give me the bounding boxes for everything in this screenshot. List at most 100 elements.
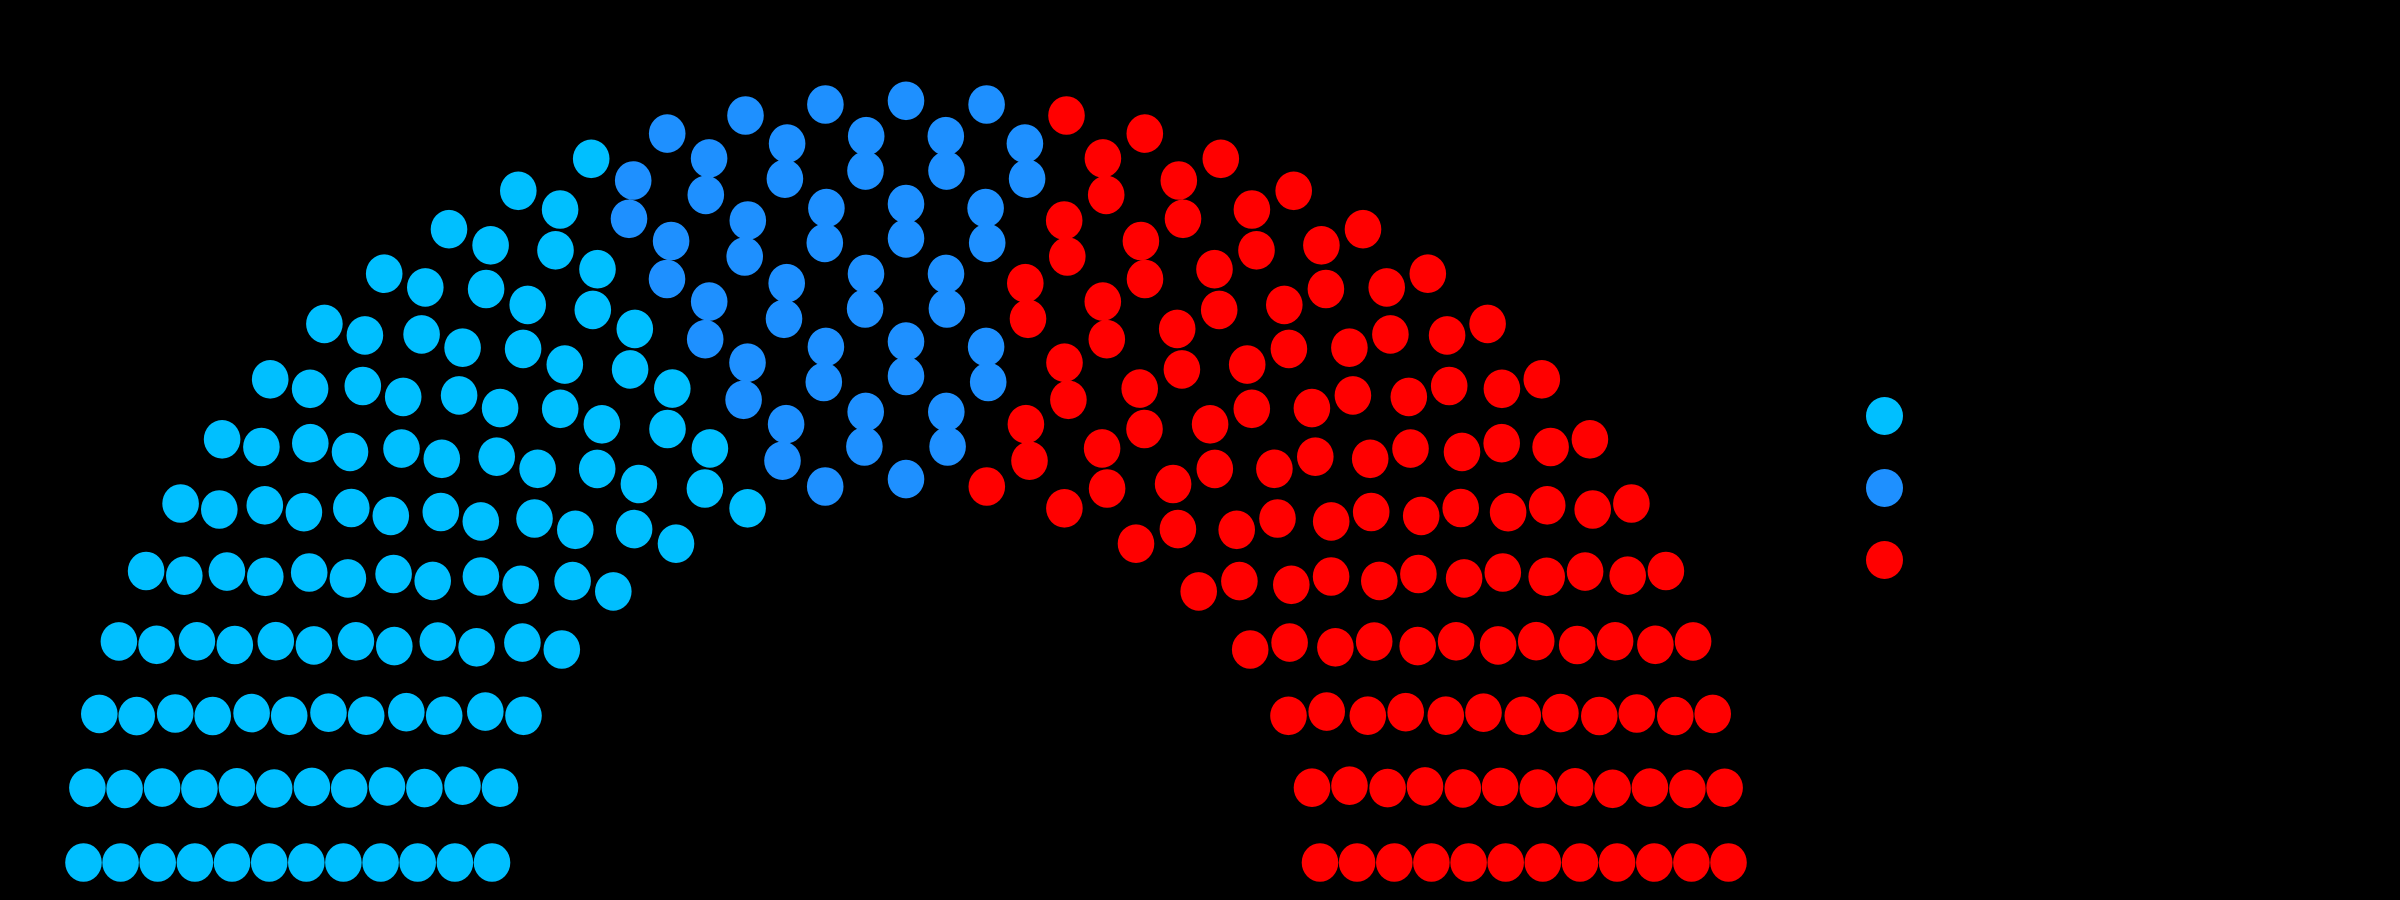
seat-dot: [462, 502, 500, 541]
seat-dot: [118, 696, 155, 736]
seat-dot: [725, 380, 762, 420]
seat-dot: [1256, 449, 1293, 489]
seat-dot: [1163, 350, 1201, 389]
seat-dot: [1406, 767, 1444, 806]
seat-dot: [1609, 556, 1646, 595]
seat-dot: [1637, 625, 1674, 665]
seat-dot: [1126, 114, 1164, 153]
seat-dot: [1083, 429, 1121, 468]
seat-dot: [423, 439, 461, 479]
seat-dot: [1556, 768, 1594, 807]
seat-dot: [968, 467, 1006, 506]
seat-dot: [805, 362, 843, 402]
seat-dot: [1519, 769, 1557, 808]
seat-dot: [201, 490, 238, 529]
seat-dot: [516, 499, 553, 538]
seat-dot: [81, 694, 118, 734]
seat-dot: [686, 319, 724, 359]
seat-dot: [346, 316, 384, 355]
seat-dot: [425, 696, 463, 735]
seat-dot: [293, 767, 331, 807]
seat-dot: [928, 392, 965, 432]
seat-dot: [1479, 626, 1517, 665]
seat-dot: [1390, 377, 1428, 417]
seat-dot: [1270, 696, 1307, 736]
seat-dot: [541, 190, 579, 229]
seat-dot: [1428, 316, 1466, 355]
seat-dot: [1399, 626, 1436, 666]
seat-dot: [1293, 768, 1331, 807]
seat-dot: [652, 221, 690, 261]
seat-dot: [1160, 161, 1198, 200]
seat-dot: [519, 449, 556, 489]
seat-dot: [806, 467, 844, 506]
seat-dot: [1011, 441, 1048, 481]
seat-dot: [1238, 231, 1275, 270]
seat-dot: [166, 556, 203, 595]
seat-dot: [1228, 345, 1266, 384]
seat-dot: [365, 254, 403, 293]
seat-dot: [1517, 621, 1555, 661]
seat-dot: [440, 376, 478, 415]
seat-dot: [654, 369, 691, 408]
seat-dot: [726, 237, 763, 276]
seat-dot: [138, 625, 175, 665]
seat-dot: [846, 427, 883, 466]
seat-dot: [218, 768, 256, 807]
seat-dot: [1233, 389, 1271, 429]
seat-dot: [1126, 259, 1164, 299]
seat-dot: [481, 388, 519, 428]
seat-dot: [1594, 769, 1631, 809]
seat-dot: [325, 843, 362, 882]
seat-dot: [1706, 768, 1743, 808]
seat-dot: [729, 201, 767, 240]
seat-dot: [1372, 315, 1409, 354]
seat-dot: [620, 464, 658, 504]
seat-dot: [310, 693, 347, 732]
seat-dot: [1334, 376, 1372, 415]
seat-dot: [1484, 553, 1522, 592]
legend: [1866, 397, 1903, 579]
seat-dot: [203, 420, 241, 459]
seat-dot: [1349, 696, 1387, 735]
seat-dot: [143, 768, 181, 807]
seat-dot: [969, 362, 1007, 402]
seat-dot: [102, 843, 139, 882]
seat-dot: [611, 350, 649, 389]
seat-dot: [1489, 492, 1527, 532]
seat-dot: [1442, 488, 1479, 528]
seat-dot: [1270, 329, 1308, 369]
seat-dot: [1266, 285, 1303, 325]
seat-dot: [1159, 509, 1197, 549]
seat-dot: [285, 492, 323, 532]
seat-dot: [686, 469, 724, 508]
seat-dot: [574, 290, 612, 330]
seat-dot: [375, 554, 412, 594]
seat-dot: [208, 552, 246, 591]
seat-dot: [807, 327, 845, 367]
seat-dot: [1331, 328, 1368, 368]
seat-dot: [847, 151, 884, 190]
seat-dot: [583, 405, 621, 444]
seat-dot: [1409, 254, 1447, 293]
seat-dot: [729, 343, 766, 383]
seat-dot: [1387, 692, 1424, 732]
seat-dot: [648, 114, 686, 153]
seat-dot: [579, 249, 616, 289]
seat-dot: [1355, 622, 1393, 661]
seat-dot: [967, 188, 1004, 228]
seat-dot: [691, 429, 729, 468]
seat-dot: [270, 696, 308, 736]
seat-dot: [1598, 843, 1636, 882]
seat-dot: [649, 409, 686, 449]
seat-dot: [162, 484, 199, 523]
seat-dot: [1273, 565, 1310, 605]
seat-dot: [344, 366, 382, 406]
seat-dot: [1049, 237, 1086, 276]
seat-dot: [1297, 437, 1334, 477]
seat-dot: [557, 510, 594, 550]
seat-dot: [406, 768, 443, 808]
seat-dot: [968, 85, 1005, 124]
